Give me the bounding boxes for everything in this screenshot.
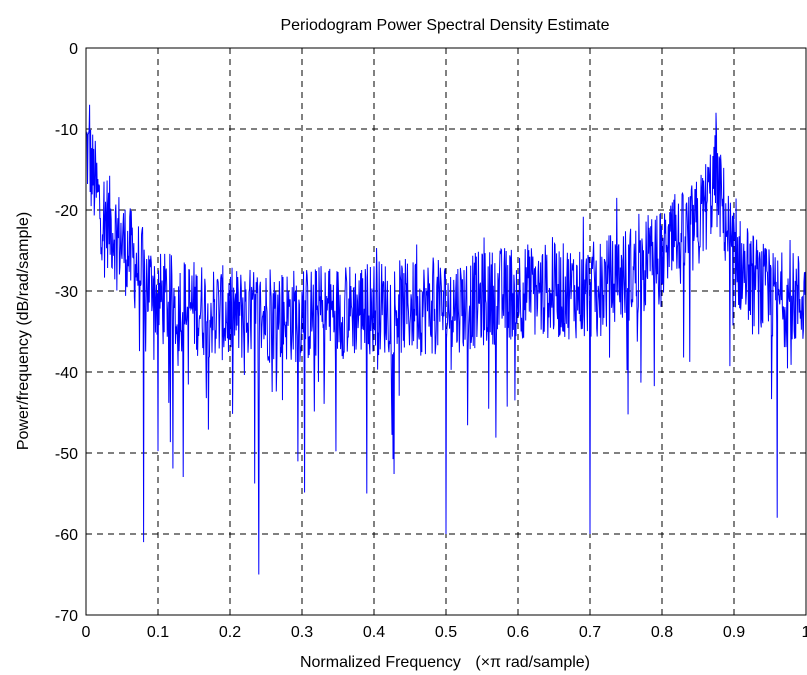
y-tick-label: -20 <box>55 203 78 220</box>
plot-border <box>85 47 807 616</box>
y-tick-label: -50 <box>55 446 78 463</box>
x-tick-label: 0.9 <box>723 624 745 641</box>
x-axis-label-main: Normalized Frequency <box>300 654 461 671</box>
x-tick-label: 0.1 <box>147 624 169 641</box>
y-tick-label: -40 <box>55 365 78 382</box>
x-tick-label: 0.3 <box>291 624 313 641</box>
x-tick-label: 0.8 <box>651 624 673 641</box>
y-tick-label: -30 <box>55 284 78 301</box>
x-axis-label-unit: (×π rad/sample) <box>475 654 590 671</box>
x-tick-label: 0 <box>82 624 91 641</box>
tick-marks <box>85 47 807 616</box>
y-tick-label: -60 <box>55 527 78 544</box>
x-tick-label: 0.6 <box>507 624 529 641</box>
y-tick-label: -10 <box>55 122 78 139</box>
x-tick-labels: 0 0.1 0.2 0.3 0.4 0.5 0.6 0.7 0.8 0.9 1 <box>82 624 807 641</box>
y-axis-label: Power/frequency (dB/rad/sample) <box>15 212 32 450</box>
x-tick-label: 0.4 <box>363 624 385 641</box>
psd-series <box>85 104 807 575</box>
x-tick-label: 0.2 <box>219 624 241 641</box>
psd-series-line <box>85 104 807 575</box>
x-tick-label: 0.7 <box>579 624 601 641</box>
y-tick-labels: 0 -10 -20 -30 -40 -50 -60 -70 <box>55 41 78 625</box>
x-axis-label: Normalized Frequency (×π rad/sample) <box>300 654 590 671</box>
y-tick-label: -70 <box>55 608 78 625</box>
chart-title: Periodogram Power Spectral Density Estim… <box>280 17 609 34</box>
x-tick-label: 1 <box>802 624 807 641</box>
y-tick-label: 0 <box>69 41 78 58</box>
x-tick-label: 0.5 <box>435 624 457 641</box>
